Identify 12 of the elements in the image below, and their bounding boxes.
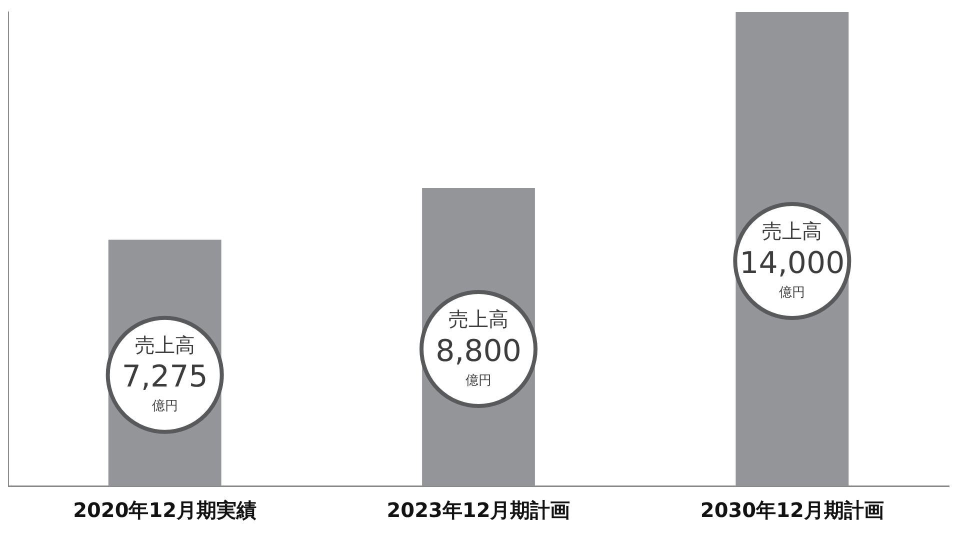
data-label: 7,275 (122, 360, 208, 395)
x-tick-label: 2030年12月期計画 (700, 498, 884, 522)
annotation: 売上高 (134, 333, 195, 358)
x-tick-label: 2020年12月期実績 (73, 498, 257, 522)
x-tick-label: 2023年12月期計画 (386, 498, 570, 522)
annotation: 億円 (779, 285, 806, 300)
annotation: 億円 (466, 373, 492, 388)
annotation: 売上高 (762, 219, 822, 244)
annotation: 売上高 (448, 307, 508, 332)
data-label: 14,000 (740, 246, 845, 281)
annotation: 億円 (152, 399, 178, 414)
data-label: 8,800 (436, 334, 522, 369)
